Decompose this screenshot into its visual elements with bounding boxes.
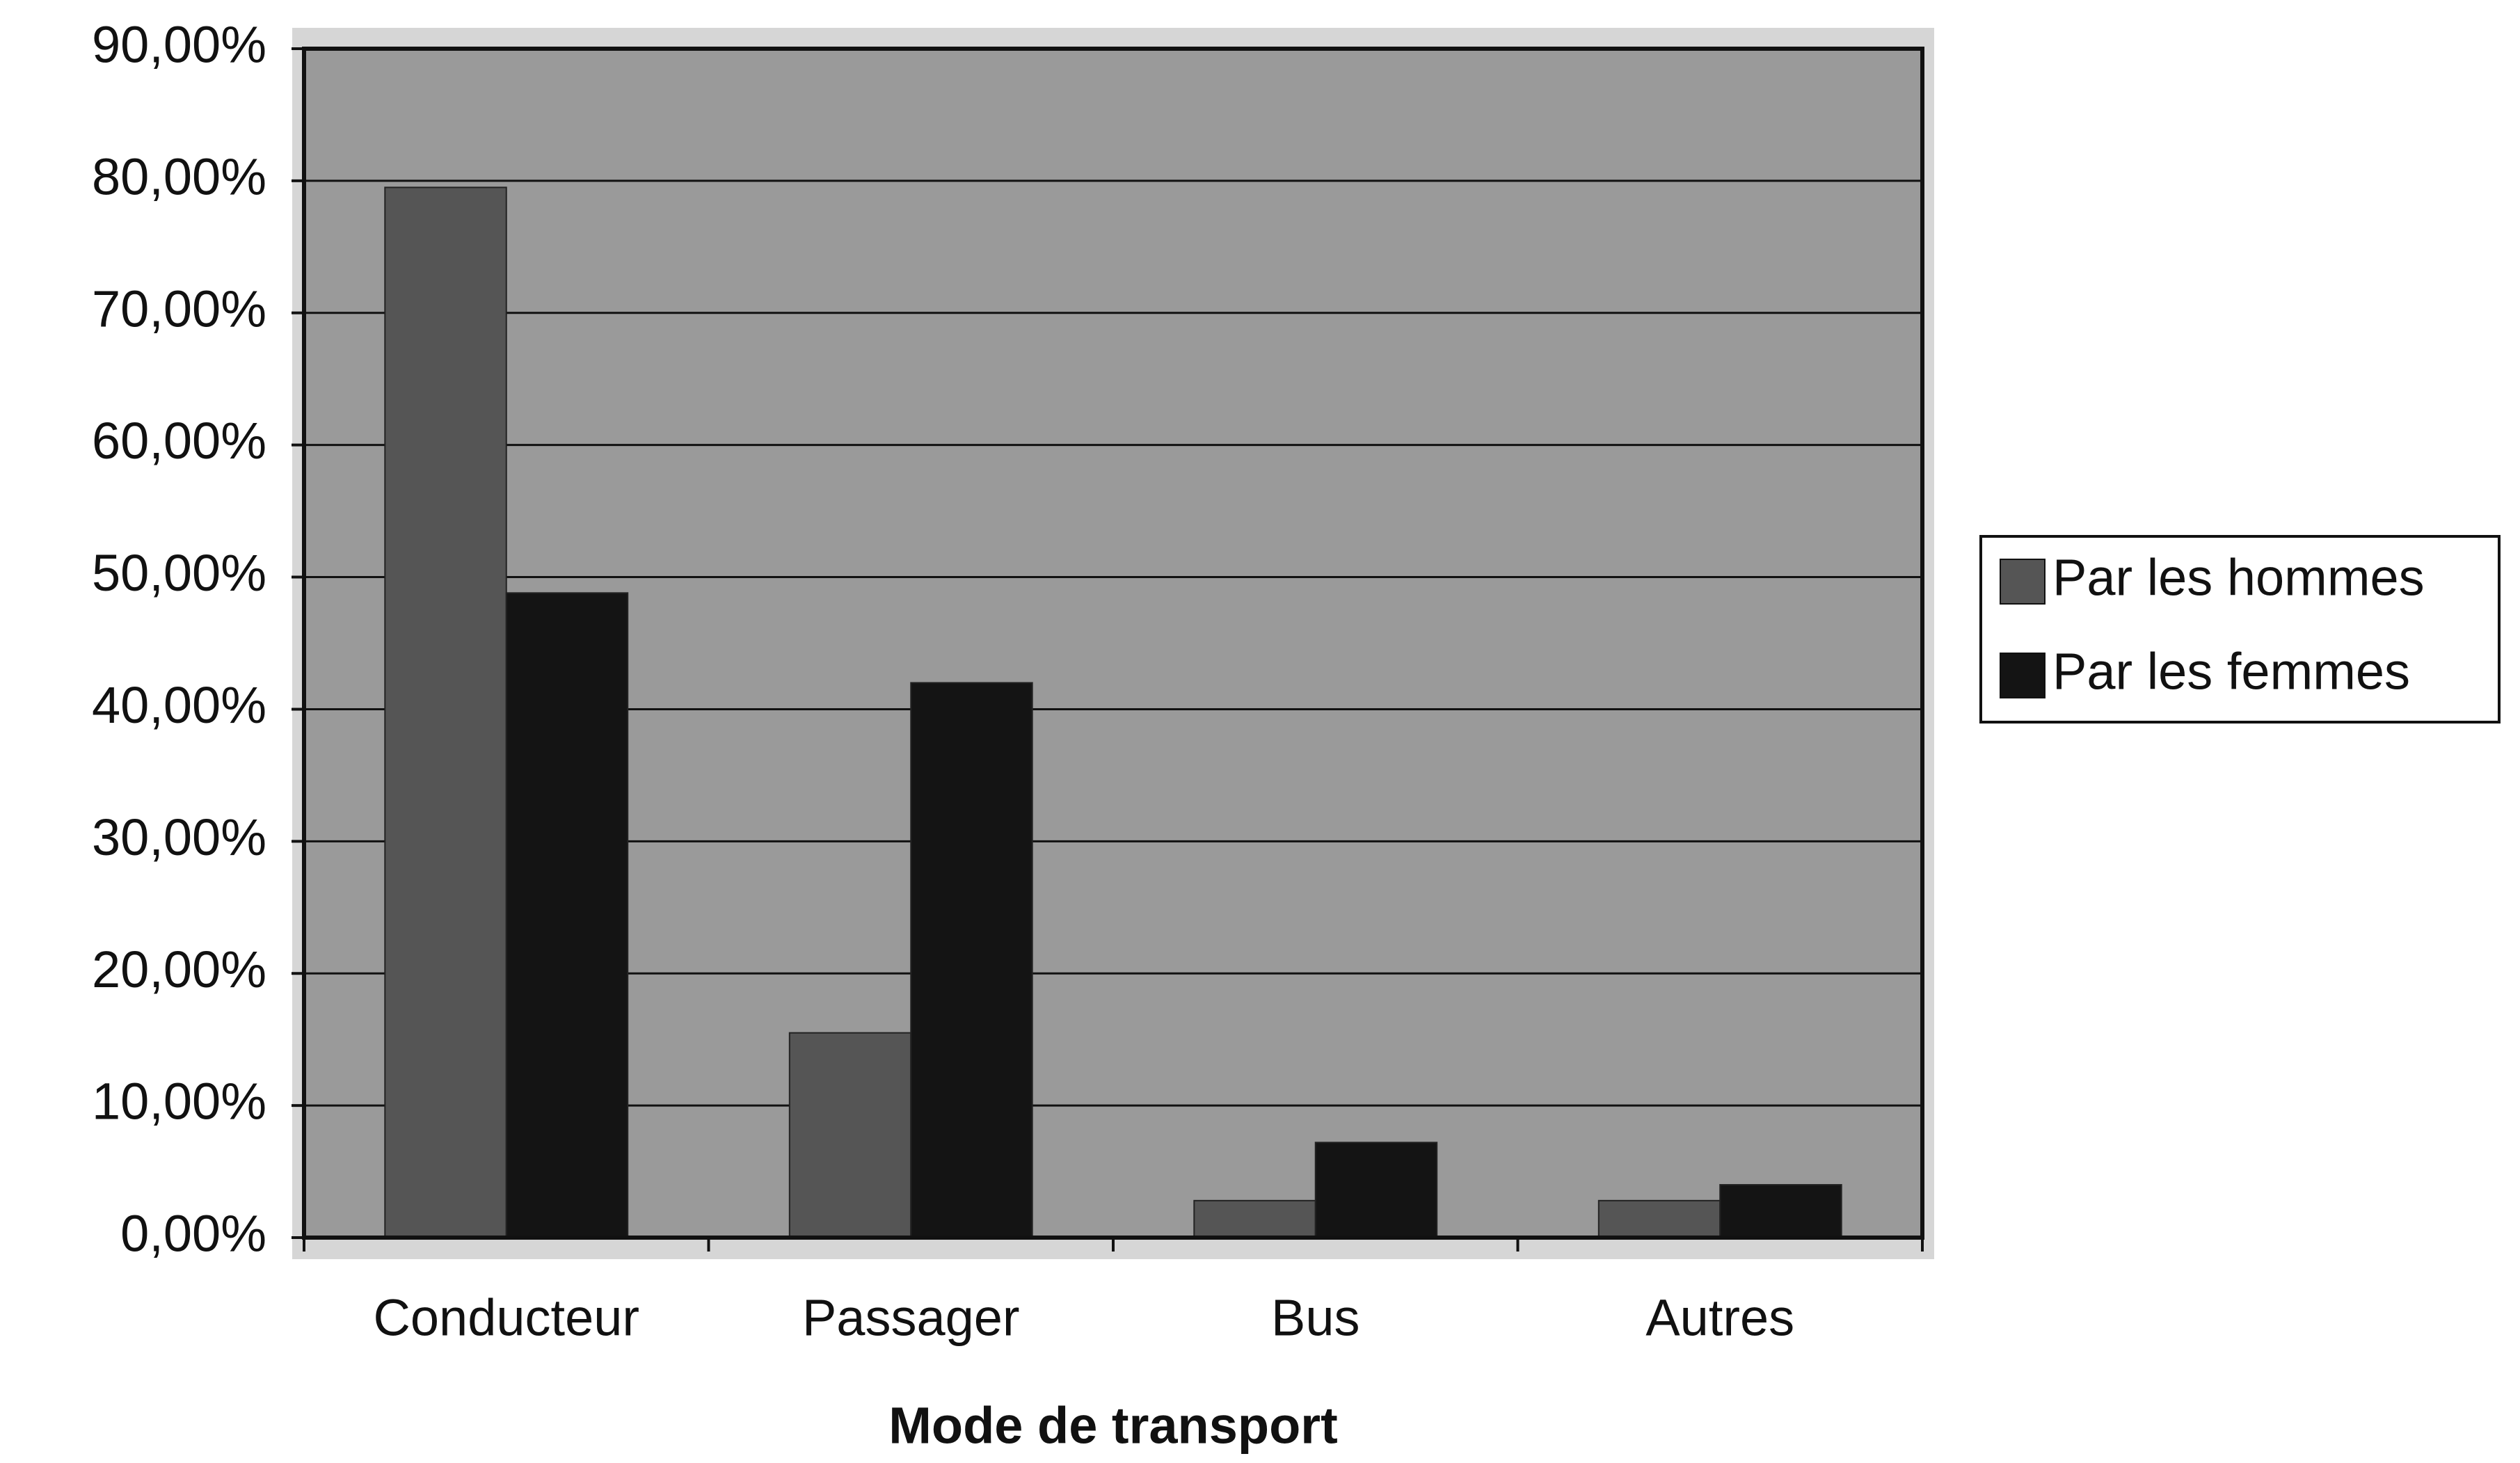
y-tick-label: 80,00% bbox=[92, 147, 266, 205]
legend-label: Par les femmes bbox=[2052, 643, 2410, 701]
y-tick-label: 70,00% bbox=[92, 280, 266, 337]
bar bbox=[910, 682, 1033, 1238]
legend-swatch bbox=[2000, 653, 2045, 698]
y-tick-label: 20,00% bbox=[92, 941, 266, 998]
bar bbox=[1193, 1199, 1316, 1238]
bar bbox=[1314, 1142, 1438, 1239]
y-tick-label: 0,00% bbox=[120, 1205, 266, 1263]
legend-label: Par les hommes bbox=[2052, 549, 2425, 607]
bar bbox=[384, 186, 507, 1239]
bar bbox=[788, 1032, 912, 1239]
y-tick-label: 60,00% bbox=[92, 412, 266, 470]
bar bbox=[1719, 1184, 1842, 1238]
y-tick-label: 30,00% bbox=[92, 808, 266, 866]
x-tick-label: Bus bbox=[1271, 1289, 1360, 1347]
y-tick-label: 10,00% bbox=[92, 1073, 266, 1130]
bar bbox=[1597, 1199, 1721, 1238]
plot-border bbox=[302, 47, 1924, 1240]
y-tick-label: 50,00% bbox=[92, 544, 266, 602]
x-tick-label: Passager bbox=[802, 1289, 1020, 1347]
legend-swatch bbox=[2000, 559, 2045, 605]
y-tick-label: 90,00% bbox=[92, 16, 266, 74]
y-tick-label: 40,00% bbox=[92, 676, 266, 734]
bar bbox=[505, 592, 629, 1238]
legend bbox=[1979, 535, 2501, 723]
x-tick-label: Conducteur bbox=[373, 1289, 639, 1347]
x-tick-label: Autres bbox=[1645, 1289, 1794, 1347]
x-axis-title: Mode de transport bbox=[888, 1397, 1337, 1455]
